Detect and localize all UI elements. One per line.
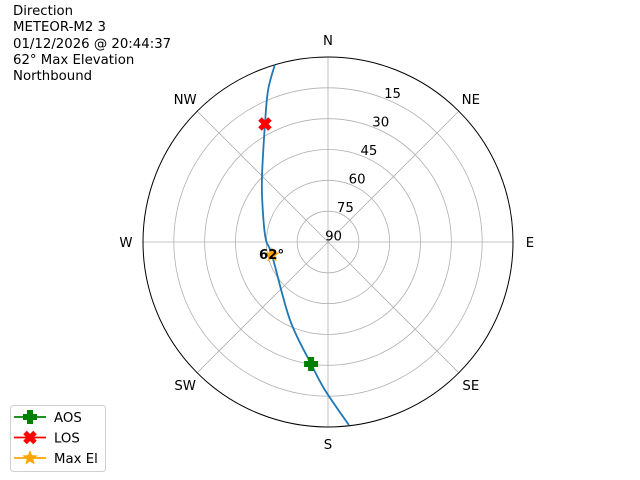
angular-label: NW [174, 93, 197, 108]
angular-label: NE [462, 93, 480, 108]
legend-label: AOS [54, 411, 82, 426]
satellite-name: METEOR-M2 3 [13, 20, 106, 36]
radial-label: 45 [360, 144, 377, 159]
grid-spoke-135 [327, 241, 460, 374]
angular-label: N [323, 34, 333, 49]
legend-marker-los [23, 430, 37, 445]
grid-spoke-225 [196, 241, 329, 374]
angular-label: W [119, 236, 132, 251]
marker-los [258, 117, 272, 131]
radial-label: 30 [372, 115, 389, 130]
satellite-track [260, 64, 350, 426]
pass-info: Direction METEOR-M2 3 01/12/2026 @ 20:44… [13, 4, 171, 85]
legend-label: Max El [54, 452, 98, 467]
max-elevation-text: 62° Max Elevation [13, 52, 135, 68]
angular-label: SW [174, 379, 196, 394]
grid-spoke-45 [327, 110, 460, 243]
angular-label: SE [462, 379, 479, 394]
legend: AOS LOS Max El [10, 405, 106, 472]
radial-label: 60 [349, 172, 366, 187]
legend-box [10, 405, 106, 472]
x-stroke [258, 117, 272, 131]
radial-label: 90 [325, 229, 342, 244]
pass-datetime: 01/12/2026 @ 20:44:37 [13, 36, 172, 52]
radial-label: 75 [337, 201, 354, 216]
marker-max-el [264, 247, 280, 262]
x-stroke [23, 430, 37, 445]
radial-label: 15 [384, 87, 401, 102]
angular-label: S [324, 438, 332, 453]
info-heading: Direction [13, 4, 74, 19]
marker-aos [304, 356, 319, 371]
angular-label: E [526, 236, 534, 251]
legend-marker-max-el [22, 450, 38, 465]
outer-circle [142, 56, 514, 428]
legend-label: LOS [54, 432, 80, 447]
max-elevation-annotation: 62° [259, 248, 284, 263]
legend-marker-aos [23, 410, 37, 424]
pass-direction: Northbound [13, 69, 93, 85]
